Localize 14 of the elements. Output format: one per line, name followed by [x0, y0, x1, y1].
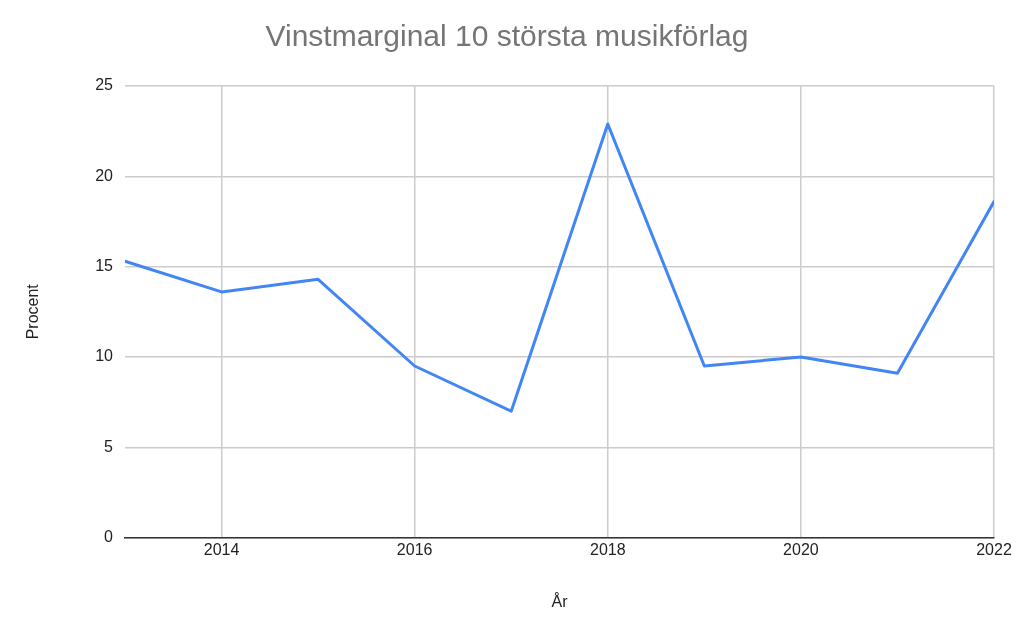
x-tick-label: 2022 — [976, 540, 1012, 558]
y-tick-label: 0 — [104, 528, 114, 546]
chart-title: Vinstmarginal 10 största musikförlag — [265, 19, 749, 53]
x-tick-label: 2014 — [203, 540, 240, 558]
x-axis-title: År — [551, 591, 569, 610]
y-tick-label: 5 — [104, 437, 114, 455]
x-tick-label: 2018 — [589, 540, 626, 558]
y-tick-label: 10 — [95, 347, 114, 365]
y-tick-label: 20 — [95, 166, 114, 184]
x-tick-label: 2020 — [783, 540, 819, 558]
y-tick-label: 15 — [95, 257, 114, 275]
y-tick-label: 25 — [95, 76, 114, 94]
y-axis-title: Procent — [24, 283, 42, 340]
x-tick-label: 2016 — [396, 540, 433, 558]
